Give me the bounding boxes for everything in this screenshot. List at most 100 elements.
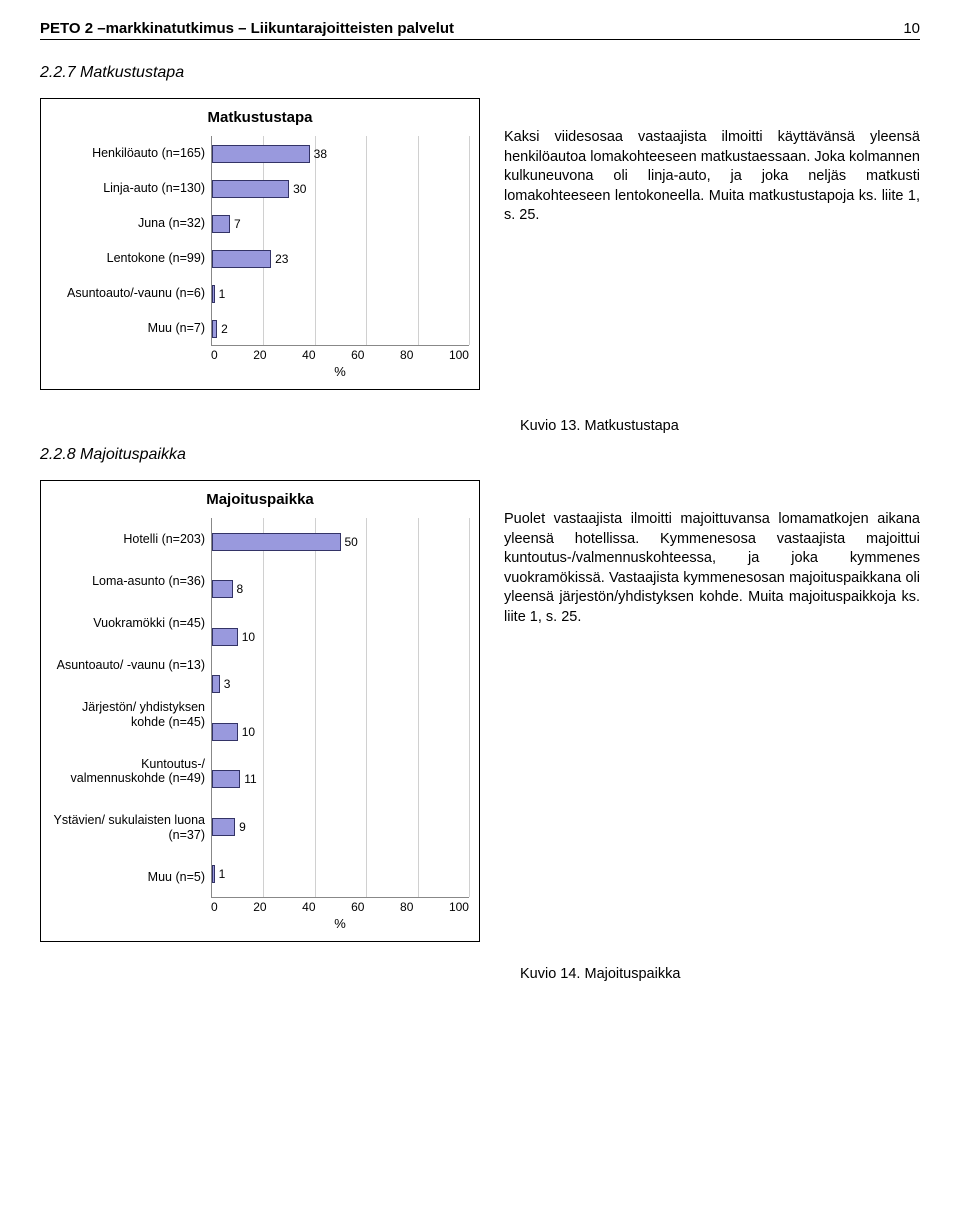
category-label: Ystävien/ sukulaisten luona (n=37) [51, 813, 205, 842]
bar-value: 2 [217, 322, 228, 336]
section2-wrap: Majoituspaikka Hotelli (n=203) Loma-asunt… [40, 480, 920, 942]
xtick-label: 40 [302, 900, 315, 914]
chart1-xaxis: 0 20 40 60 80 100 [211, 348, 469, 362]
chart2-bars-wrap: Hotelli (n=203) Loma-asunto (n=36) Vuokram… [51, 518, 469, 898]
bar-value: 10 [238, 630, 255, 644]
bar-row: 10 [212, 628, 255, 646]
chart1-bars-wrap: Henkilöauto (n=165) Linja-auto (n=130) Jun… [51, 136, 469, 346]
bar-row: 1 [212, 285, 225, 303]
bar [212, 723, 238, 741]
chart1-labels: Henkilöauto (n=165) Linja-auto (n=130) Jun… [51, 136, 211, 346]
xtick-label: 0 [211, 348, 218, 362]
chart1-plot: 38 30 7 23 1 2 [211, 136, 469, 346]
gridline [418, 518, 419, 897]
gridline [263, 518, 264, 897]
bar-row: 1 [212, 865, 225, 883]
bar-row: 50 [212, 533, 358, 551]
gridline [469, 518, 470, 897]
bar-value: 38 [310, 147, 327, 161]
chart2-title: Majoituspaikka [51, 491, 469, 508]
bar-value: 8 [233, 582, 244, 596]
category-label: Muu (n=5) [51, 870, 205, 884]
section1-heading: 2.2.7 Matkustustapa [40, 64, 920, 82]
category-label: Asuntoauto/ -vaunu (n=13) [51, 658, 205, 672]
bar-row: 30 [212, 180, 306, 198]
chart2-plot: 50 8 10 3 10 11 9 1 [211, 518, 469, 898]
category-label: Juna (n=32) [51, 216, 205, 230]
bar-row: 7 [212, 215, 241, 233]
bar-row: 8 [212, 580, 243, 598]
page-number: 10 [903, 20, 920, 37]
bar [212, 180, 289, 198]
bar [212, 818, 235, 836]
bar-row: 9 [212, 818, 246, 836]
doc-header: PETO 2 –markkinatutkimus – Liikuntarajoi… [40, 20, 920, 40]
bar-row: 11 [212, 770, 257, 788]
bar [212, 215, 230, 233]
chart1-title: Matkustustapa [51, 109, 469, 126]
doc-title: PETO 2 –markkinatutkimus – Liikuntarajoi… [40, 20, 454, 37]
xtick-label: 60 [351, 900, 364, 914]
bar [212, 250, 271, 268]
bar-value: 11 [240, 772, 256, 786]
bar-value: 7 [230, 217, 241, 231]
xtick-label: 0 [211, 900, 218, 914]
gridline [469, 136, 470, 345]
category-label: Lentokone (n=99) [51, 251, 205, 265]
chart1-caption: Kuvio 13. Matkustustapa [520, 418, 920, 434]
category-label: Vuokramökki (n=45) [51, 616, 205, 630]
bar-row: 23 [212, 250, 288, 268]
category-label: Asuntoauto/-vaunu (n=6) [51, 286, 205, 300]
bar-value: 23 [271, 252, 288, 266]
gridline [366, 518, 367, 897]
bar-row: 2 [212, 320, 228, 338]
xtick-label: 80 [400, 900, 413, 914]
section2-heading: 2.2.8 Majoituspaikka [40, 446, 920, 464]
category-label: Kuntoutus-/ valmennuskohde (n=49) [51, 757, 205, 786]
category-label: Loma-asunto (n=36) [51, 574, 205, 588]
section1-paragraph: Kaksi viidesosaa vastaajista ilmoitti kä… [504, 98, 920, 390]
bar-value: 50 [341, 535, 358, 549]
gridline [366, 136, 367, 345]
bar-row: 10 [212, 723, 255, 741]
category-label: Muu (n=7) [51, 321, 205, 335]
category-label: Järjestön/ yhdistyksen kohde (n=45) [51, 700, 205, 729]
category-label: Hotelli (n=203) [51, 532, 205, 546]
gridline [418, 136, 419, 345]
bar [212, 628, 238, 646]
chart2-box: Majoituspaikka Hotelli (n=203) Loma-asunt… [40, 480, 480, 942]
bar [212, 145, 310, 163]
section2-paragraph: Puolet vastaajista ilmoitti majoittuvans… [504, 480, 920, 942]
gridline [315, 518, 316, 897]
bar-value: 10 [238, 725, 255, 739]
xtick-label: 20 [253, 900, 266, 914]
chart2-caption: Kuvio 14. Majoituspaikka [520, 966, 920, 982]
section1-wrap: Matkustustapa Henkilöauto (n=165) Linja-a… [40, 98, 920, 390]
bar-value: 9 [235, 820, 246, 834]
xtick-label: 60 [351, 348, 364, 362]
bar [212, 533, 341, 551]
bar [212, 580, 233, 598]
chart2-labels: Hotelli (n=203) Loma-asunto (n=36) Vuokram… [51, 518, 211, 898]
bar-row: 38 [212, 145, 327, 163]
bar-value: 30 [289, 182, 306, 196]
bar [212, 770, 240, 788]
chart1-xunit: % [211, 364, 469, 379]
xtick-label: 100 [449, 348, 469, 362]
chart1-box: Matkustustapa Henkilöauto (n=165) Linja-a… [40, 98, 480, 390]
bar-row: 3 [212, 675, 230, 693]
bar-value: 1 [215, 867, 226, 881]
xtick-label: 100 [449, 900, 469, 914]
xtick-label: 20 [253, 348, 266, 362]
bar [212, 675, 220, 693]
category-label: Linja-auto (n=130) [51, 181, 205, 195]
gridline [263, 136, 264, 345]
xtick-label: 40 [302, 348, 315, 362]
xtick-label: 80 [400, 348, 413, 362]
category-label: Henkilöauto (n=165) [51, 146, 205, 160]
chart2-xaxis: 0 20 40 60 80 100 [211, 900, 469, 914]
bar-value: 3 [220, 677, 231, 691]
gridline [315, 136, 316, 345]
bar-value: 1 [215, 287, 226, 301]
chart2-xunit: % [211, 916, 469, 931]
